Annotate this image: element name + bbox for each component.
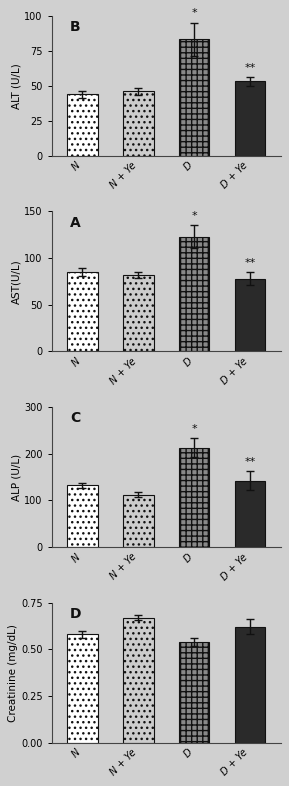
Bar [235,82,265,156]
Text: **: ** [244,63,255,73]
Y-axis label: ALP (U/L): ALP (U/L) [12,454,21,501]
Text: A: A [70,215,81,230]
Bar [67,94,98,156]
Text: B: B [70,20,81,34]
Bar [179,447,210,547]
Bar [123,494,154,547]
Bar [235,278,265,351]
Bar [67,272,98,351]
Text: *: * [191,9,197,19]
Bar [67,634,98,743]
Text: **: ** [244,258,255,268]
Bar [123,91,154,156]
Text: **: ** [244,457,255,467]
Bar [123,618,154,743]
Bar [123,275,154,351]
Text: *: * [191,211,197,221]
Bar [179,237,210,351]
Text: *: * [191,424,197,434]
Bar [67,486,98,547]
Bar [179,642,210,743]
Bar [235,481,265,547]
Y-axis label: AST(U/L): AST(U/L) [12,259,21,303]
Bar [235,627,265,743]
Y-axis label: ALT (U/L): ALT (U/L) [12,63,22,108]
Bar [179,39,210,156]
Text: D: D [70,607,81,621]
Y-axis label: Creatinine (mg/dL): Creatinine (mg/dL) [8,623,18,722]
Text: C: C [70,411,80,425]
